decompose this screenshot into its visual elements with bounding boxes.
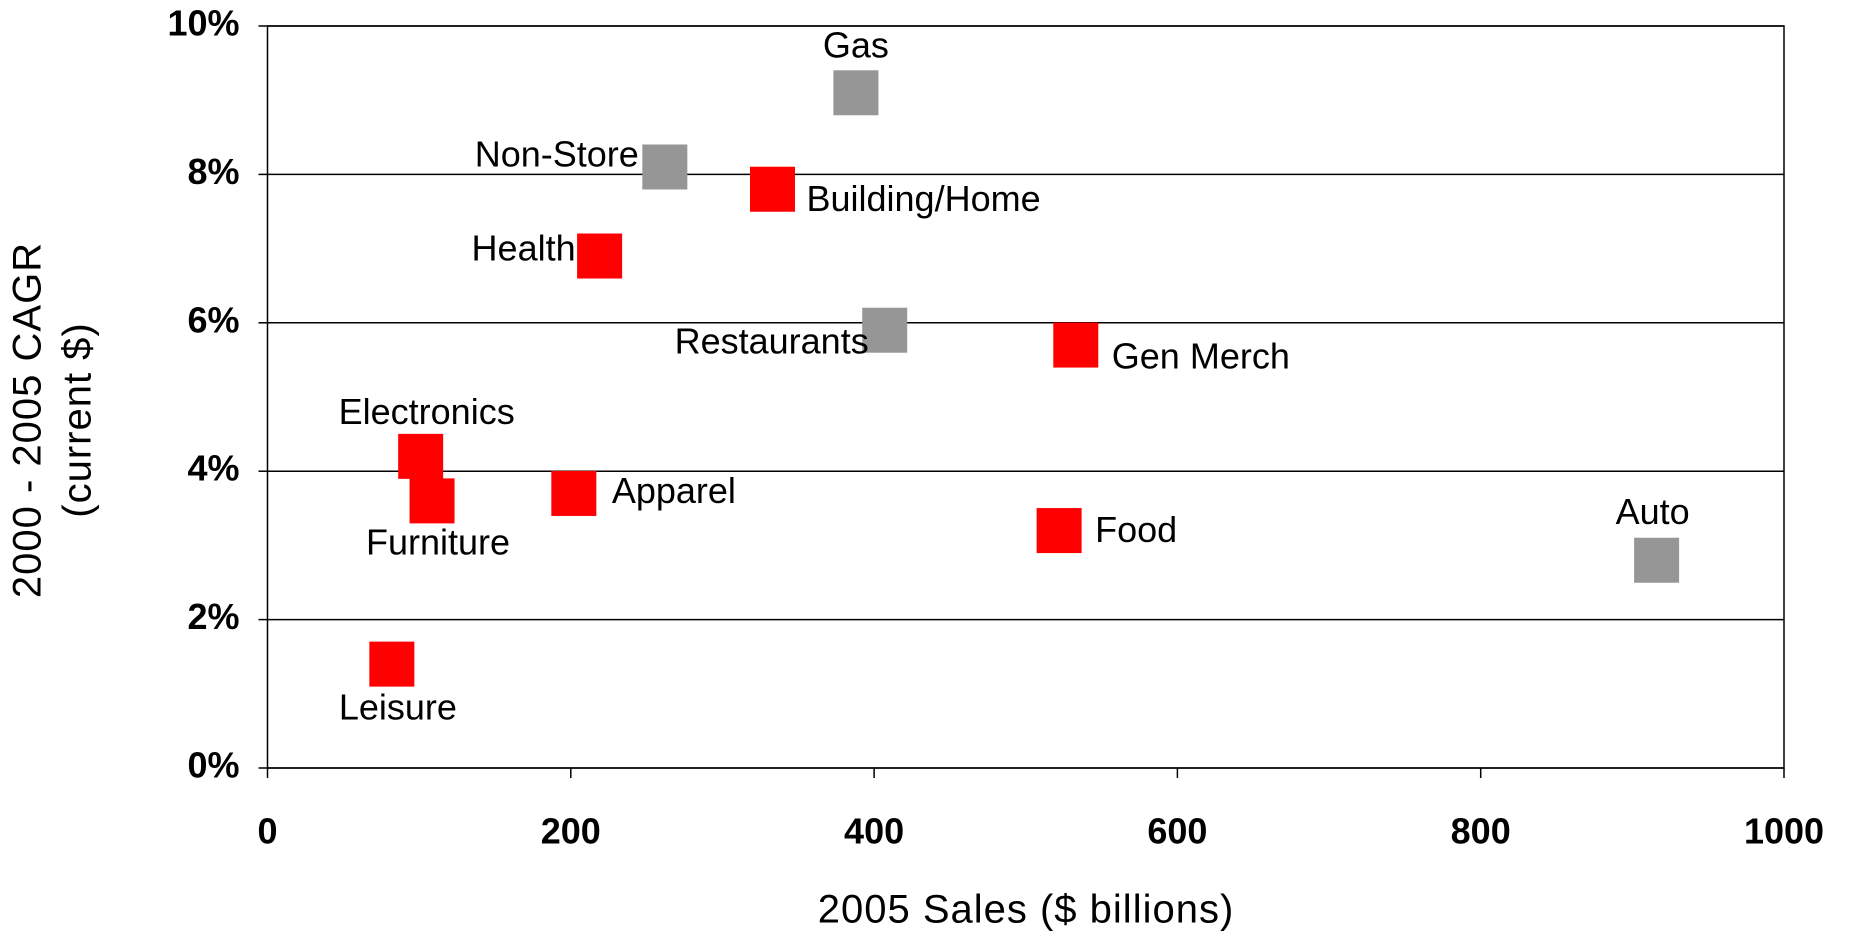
x-tick-label: 1000 <box>1744 811 1824 852</box>
point-label: Gas <box>823 24 889 65</box>
point-label: Food <box>1095 509 1177 550</box>
y-tick-label: 4% <box>187 448 239 489</box>
x-tick-label: 200 <box>541 811 601 852</box>
point <box>642 144 688 190</box>
y-tick-label: 8% <box>187 151 239 192</box>
x-tick-label: 0 <box>257 811 277 852</box>
point-label: Furniture <box>366 521 510 562</box>
plot-frame <box>266 25 1785 769</box>
point <box>398 433 444 479</box>
y-axis-title: (current $) <box>56 322 100 518</box>
point-label: Electronics <box>339 391 515 432</box>
point <box>369 641 415 687</box>
point <box>409 478 455 524</box>
point <box>551 470 597 516</box>
y-tick-label: 10% <box>167 3 239 44</box>
point <box>862 307 908 353</box>
y-axis-title: 2000 - 2005 CAGR <box>6 242 50 598</box>
point-label: Non-Store <box>475 133 639 174</box>
point <box>1634 537 1680 583</box>
point <box>833 70 879 116</box>
point-label: Apparel <box>612 470 736 511</box>
point-label: Auto <box>1616 491 1690 532</box>
point-label: Restaurants <box>675 321 869 362</box>
point-label: Gen Merch <box>1112 336 1290 377</box>
x-axis-title: 2005 Sales ($ billions) <box>818 888 1235 932</box>
point <box>1036 508 1082 554</box>
y-tick-label: 0% <box>187 745 239 786</box>
x-tick-label: 400 <box>844 811 904 852</box>
x-tick-label: 600 <box>1147 811 1207 852</box>
point <box>577 233 623 279</box>
point <box>1053 322 1099 368</box>
point-label: Building/Home <box>806 178 1040 219</box>
y-tick-label: 2% <box>187 596 239 637</box>
x-tick-label: 800 <box>1451 811 1511 852</box>
y-tick-label: 6% <box>187 299 239 340</box>
point <box>749 166 795 212</box>
point-label: Leisure <box>339 687 457 728</box>
point-label: Health <box>472 228 576 269</box>
